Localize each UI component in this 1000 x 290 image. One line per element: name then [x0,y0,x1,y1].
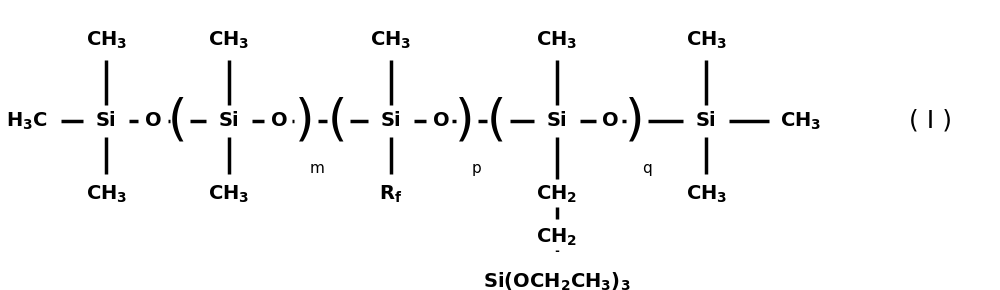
Text: (: ( [487,97,506,145]
Text: $\mathbf{CH_3}$: $\mathbf{CH_3}$ [536,30,577,51]
Text: q: q [642,161,651,176]
Text: Si: Si [96,111,117,130]
Text: $\mathbf{H_3C}$: $\mathbf{H_3C}$ [6,110,47,132]
Text: (: ( [168,97,187,145]
Text: Si: Si [696,111,717,130]
Text: $\mathbf{CH_2}$: $\mathbf{CH_2}$ [536,226,577,248]
Text: O: O [433,111,449,130]
Text: p: p [472,161,482,176]
Text: O: O [271,111,287,130]
Text: Si: Si [546,111,567,130]
Text: $\mathbf{CH_3}$: $\mathbf{CH_3}$ [86,184,127,205]
Text: $\mathbf{CH_3}$: $\mathbf{CH_3}$ [208,30,250,51]
Text: ): ) [455,97,475,145]
Text: (: ( [327,97,347,145]
Text: $\mathbf{CH_3}$: $\mathbf{CH_3}$ [208,184,250,205]
Text: O: O [145,111,162,130]
Text: $\mathbf{CH_3}$: $\mathbf{CH_3}$ [370,30,412,51]
Text: $\mathbf{R_f}$: $\mathbf{R_f}$ [379,184,403,205]
Text: Si: Si [381,111,401,130]
Text: ( I ): ( I ) [909,109,952,133]
Text: ): ) [295,97,315,145]
Text: Si: Si [219,111,239,130]
Text: O: O [602,111,619,130]
Text: $\mathbf{CH_3}$: $\mathbf{CH_3}$ [686,184,727,205]
Text: $\mathbf{CH_3}$: $\mathbf{CH_3}$ [686,30,727,51]
Text: m: m [310,161,324,176]
Text: ): ) [625,97,644,145]
Text: $\mathbf{CH_3}$: $\mathbf{CH_3}$ [780,110,821,132]
Text: $\mathbf{CH_2}$: $\mathbf{CH_2}$ [536,184,577,205]
Text: $\mathbf{Si(OCH_2CH_3)_3}$: $\mathbf{Si(OCH_2CH_3)_3}$ [483,271,630,290]
Text: $\mathbf{CH_3}$: $\mathbf{CH_3}$ [86,30,127,51]
